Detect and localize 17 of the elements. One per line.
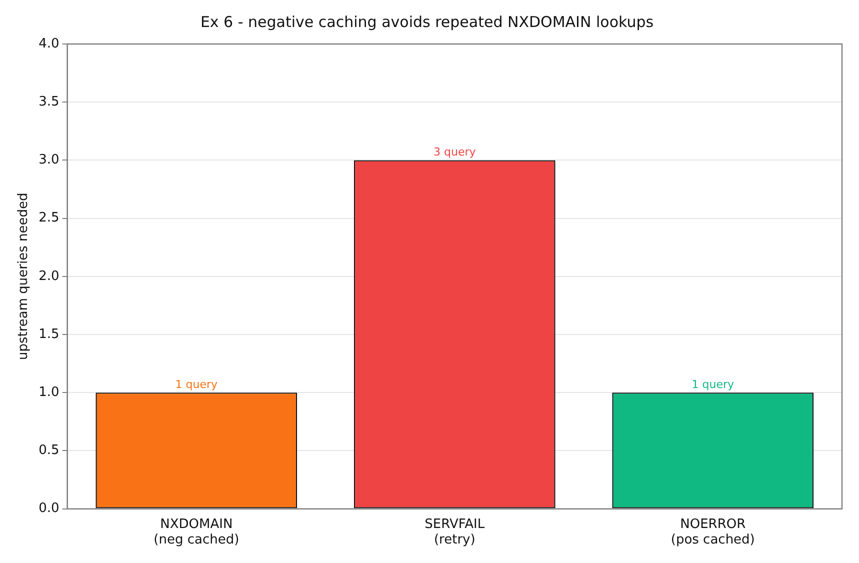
x-tick-label: NOERROR (pos cached) [670, 516, 755, 548]
data-label: 1 query [692, 378, 734, 391]
y-tick-label: 2.5 [38, 210, 60, 226]
y-tick-label: 1.5 [38, 326, 60, 342]
y-axis-title: upstream queries needed [16, 192, 32, 360]
chart-title: Ex 6 - negative caching avoids repeated NXDOMAIN lookups [200, 12, 654, 31]
y-tick-label: 0.0 [38, 501, 60, 516]
data-label: 3 query [434, 146, 476, 159]
x-tick-label: NXDOMAIN (neg cached) [154, 516, 240, 548]
data-label: 1 query [175, 378, 218, 391]
y-tick-label: 0.5 [38, 443, 60, 458]
y-tick-label: 3.0 [38, 152, 60, 168]
x-tick-label: SERVFAIL (retry) [424, 516, 486, 548]
y-tick-label: 4.0 [38, 36, 60, 52]
y-tick-label: 3.5 [38, 94, 60, 110]
y-tick-label: 2.0 [38, 268, 60, 284]
y-tick-label: 1.0 [38, 384, 60, 400]
